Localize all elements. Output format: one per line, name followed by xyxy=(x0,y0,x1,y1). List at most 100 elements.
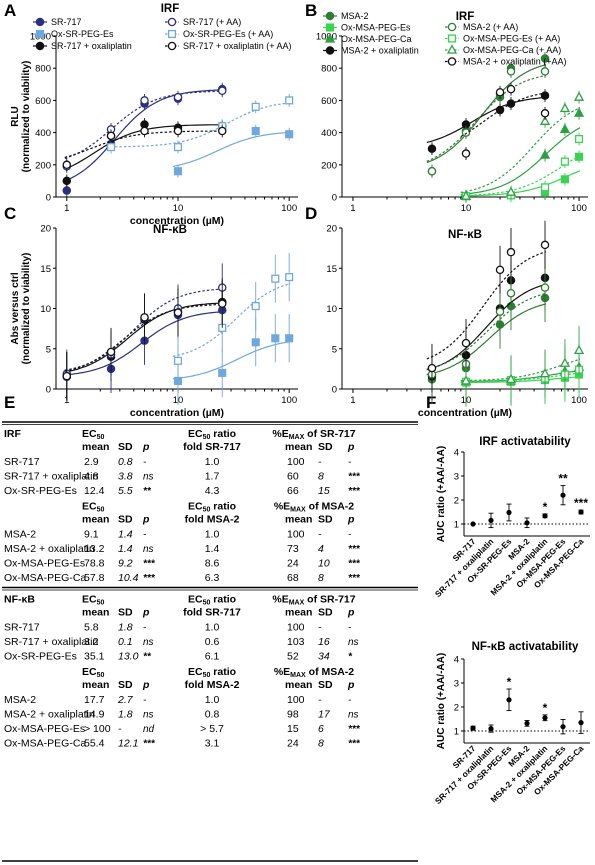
header-sd: SD xyxy=(318,679,333,691)
chart-a-irf: 02004006008001000110100concentration (µM… xyxy=(10,3,298,227)
legend-marker xyxy=(325,11,335,21)
legend-label-msa-2: MSA-2 xyxy=(341,11,369,21)
panel-letter-f: F xyxy=(426,393,436,412)
series-line-ox-msa-peg-es xyxy=(460,376,581,384)
y-tick-label: 1 xyxy=(454,727,459,738)
cell-emax-mean: 73 xyxy=(287,543,299,555)
legend-marker xyxy=(447,22,457,32)
header-mean: mean xyxy=(285,679,312,691)
panel-letter-c: C xyxy=(4,204,16,223)
legend-label-ox-sr-peg-es-aa: Ox-SR-PEG-Es (+ AA) xyxy=(183,29,273,39)
data-point-msa-2-aa xyxy=(506,288,516,298)
cell-emax-mean: 60 xyxy=(287,471,299,483)
header-subscript: 50 xyxy=(97,600,105,607)
data-point-ox-msa-peg-ca-aa xyxy=(573,344,585,355)
legend-marker xyxy=(167,41,177,51)
header-text: EC xyxy=(188,666,203,678)
data-point-msa-2-oxaliplatin-aa xyxy=(540,109,550,118)
cell-ec50-p: ns xyxy=(143,544,154,555)
header-subscript: MAX xyxy=(289,434,305,441)
cell-fold: 4.3 xyxy=(205,485,220,497)
significance-label: ** xyxy=(558,472,568,486)
cell-emax-sd: - xyxy=(318,694,322,706)
cell-emax-p: *** xyxy=(348,724,361,735)
data-point-sr-717-aa xyxy=(217,86,227,95)
row-label-ox-msa-peg-es: Ox-MSA-PEG-Es xyxy=(4,558,85,570)
header-subscript: 50 xyxy=(97,672,105,679)
header-text: of SR-717 xyxy=(304,428,356,440)
cell-emax-p: *** xyxy=(348,544,361,555)
cell-emax-p: *** xyxy=(348,486,361,497)
series-line-sr-717-aa xyxy=(64,90,224,160)
data-point-sr-717-aa xyxy=(140,96,149,105)
data-point-ox-msa-peg-ca-aa xyxy=(505,373,517,383)
header-text: %E xyxy=(274,501,290,513)
series-line-sr-717-oxaliplatin-aa xyxy=(64,303,224,372)
y-tick-label: 0 xyxy=(332,385,337,396)
cell-ec50-p: ns xyxy=(143,710,154,721)
header-text: %E xyxy=(274,666,290,678)
header-subscript: MAX xyxy=(290,507,306,514)
cell-fold: 6.3 xyxy=(205,572,220,584)
series-line-msa-2-oxaliplatin xyxy=(426,283,547,371)
legend-label-ox-msa-peg-es-aa: Ox-MSA-PEG-Es (+ AA) xyxy=(463,34,560,44)
y-tick-label: 3 xyxy=(454,679,459,690)
header-fold-sr-717: fold SR-717 xyxy=(183,607,241,619)
data-point-sr-717-oxaliplatin-aa xyxy=(173,308,183,317)
chart-title: NF-κB xyxy=(153,224,187,236)
cell-emax-p: *** xyxy=(348,559,361,570)
header-text: ratio xyxy=(210,666,236,678)
cell-ec50-p: *** xyxy=(143,559,156,570)
header-text: %E xyxy=(272,594,288,606)
legend-marker xyxy=(35,41,45,51)
cell-ec50-mean: 55.4 xyxy=(84,738,105,750)
cell-emax-p: ns xyxy=(348,710,359,721)
cell-ec50-p: - xyxy=(143,530,147,541)
header-subscript: MAX xyxy=(290,672,306,679)
data-point-msa-2-oxaliplatin xyxy=(542,715,548,721)
y-axis-label-line: (normalized to viability) xyxy=(21,253,32,365)
cell-ec50-sd: 13.0 xyxy=(118,651,139,663)
data-point-msa-2-oxaliplatin-aa xyxy=(495,88,505,97)
row-label-ox-sr-peg-es: Ox-SR-PEG-Es xyxy=(4,651,77,663)
data-point-sr-717-oxaliplatin xyxy=(62,176,72,186)
data-point-ox-msa-peg-es-aa xyxy=(574,134,584,144)
header-p: p xyxy=(142,679,150,691)
data-point-ox-msa-peg-ca-aa xyxy=(460,375,472,385)
chart-title: IRF xyxy=(456,11,475,23)
cell-emax-sd: 10 xyxy=(318,558,330,570)
y-tick-label: 800 xyxy=(321,64,337,75)
data-point-ox-sr-peg-es-aa xyxy=(285,273,294,282)
header-emax: %EMAX of MSA-2 xyxy=(274,501,354,514)
data-point-sr-717 xyxy=(62,186,72,195)
y-tick-label: 20 xyxy=(40,224,51,235)
x-tick-label: 100 xyxy=(281,395,297,406)
cell-fold: 1.0 xyxy=(205,529,220,541)
y-tick-label: 400 xyxy=(35,128,51,139)
header-sd: SD xyxy=(118,441,133,453)
cell-ec50-sd: 1.8 xyxy=(118,622,133,634)
row-label-msa-2-oxaliplatin: MSA-2 + oxaliplatin xyxy=(4,709,95,721)
cell-ec50-mean: 3.2 xyxy=(84,636,99,648)
y-tick-label: 1000 xyxy=(316,32,337,43)
header-p: p xyxy=(347,679,355,691)
data-point-msa-2-aa xyxy=(495,307,505,316)
row-label-ox-msa-peg-ca: Ox-MSA-PEG-Ca xyxy=(4,572,86,584)
cell-ec50-sd: 1.8 xyxy=(118,709,133,721)
row-label-sr-717-oxaliplatin: SR-717 + oxaliplatin xyxy=(4,636,98,648)
chart-title: IRF xyxy=(161,3,180,15)
header-mean: mean xyxy=(82,679,109,691)
header-text: of SR-717 xyxy=(304,594,356,606)
data-point-ox-msa-peg-ca-aa xyxy=(559,102,571,113)
header-emax: %EMAX of SR-717 xyxy=(272,594,355,607)
x-tick-label: 100 xyxy=(571,203,587,214)
cell-emax-sd: 17 xyxy=(318,709,331,721)
header-ec50: EC50 xyxy=(82,428,104,441)
legend-label-msa-2-oxaliplatin: MSA-2 + oxaliplatin xyxy=(341,46,419,56)
cell-emax-mean: 100 xyxy=(287,622,305,634)
header-mean: mean xyxy=(82,607,109,619)
header-ec50-ratio: EC50 ratio xyxy=(188,428,236,441)
series-line-ox-msa-peg-es xyxy=(460,170,581,197)
data-point-ox-msa-peg-ca-aa xyxy=(505,186,517,196)
cell-emax-mean: 100 xyxy=(287,456,305,468)
